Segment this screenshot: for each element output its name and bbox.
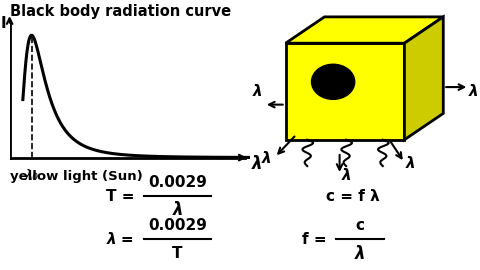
Text: λ₀: λ₀ <box>24 169 38 183</box>
Polygon shape <box>404 17 444 140</box>
Polygon shape <box>286 17 444 43</box>
Text: 0.0029: 0.0029 <box>148 175 207 190</box>
Text: 0.0029: 0.0029 <box>148 218 207 233</box>
Text: T =: T = <box>106 189 134 204</box>
Circle shape <box>312 64 355 99</box>
Text: Black body radiation curve: Black body radiation curve <box>10 4 231 19</box>
Text: λ: λ <box>252 84 263 99</box>
Text: f =: f = <box>302 232 326 247</box>
Text: yellow light (Sun): yellow light (Sun) <box>10 170 143 183</box>
Text: λ: λ <box>261 151 271 166</box>
Text: λ: λ <box>468 84 479 99</box>
Text: I: I <box>0 16 6 31</box>
Text: λ: λ <box>355 245 365 263</box>
Text: c = f λ: c = f λ <box>326 189 380 204</box>
Text: λ: λ <box>341 168 351 183</box>
Text: λ: λ <box>172 201 183 220</box>
Text: T: T <box>172 246 183 261</box>
Text: λ =: λ = <box>107 232 134 247</box>
Text: λ: λ <box>252 155 262 173</box>
Polygon shape <box>286 43 404 140</box>
Text: c: c <box>356 218 364 233</box>
Text: λ: λ <box>406 156 416 171</box>
